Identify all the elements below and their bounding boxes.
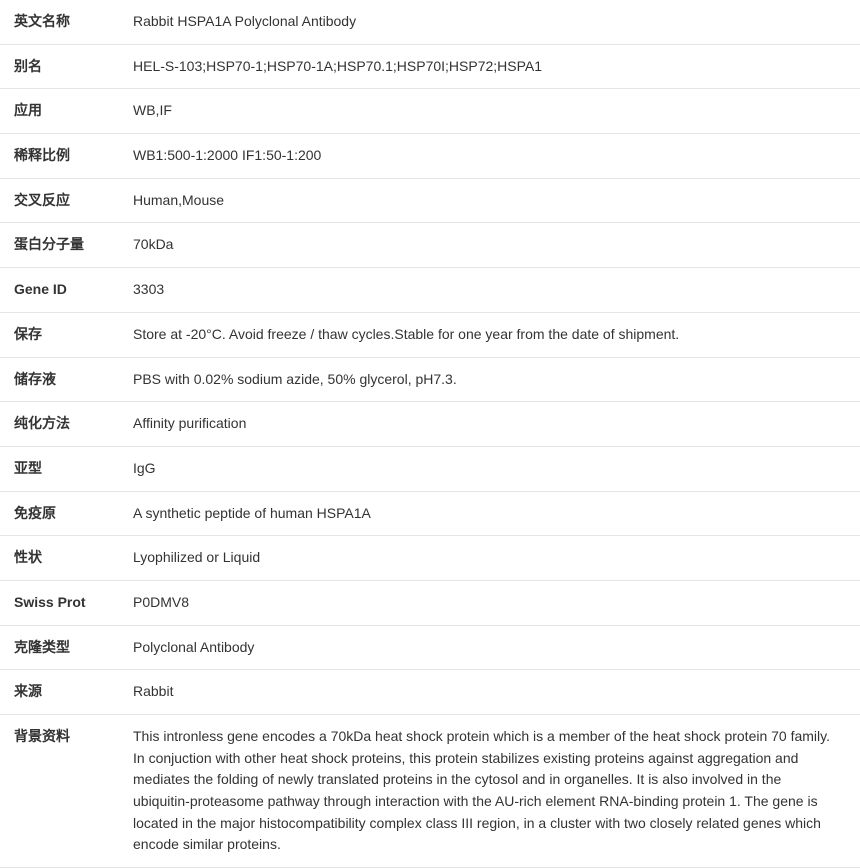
row-label: 交叉反应 (0, 178, 125, 223)
row-value: A synthetic peptide of human HSPA1A (125, 491, 860, 536)
table-row: 应用 WB,IF (0, 89, 860, 134)
table-row: 克隆类型 Polyclonal Antibody (0, 625, 860, 670)
row-value: Lyophilized or Liquid (125, 536, 860, 581)
row-label: 稀释比例 (0, 134, 125, 179)
row-value: WB,IF (125, 89, 860, 134)
table-row: 英文名称 Rabbit HSPA1A Polyclonal Antibody (0, 0, 860, 44)
row-label: 英文名称 (0, 0, 125, 44)
table-row: 交叉反应 Human,Mouse (0, 178, 860, 223)
row-label: Swiss Prot (0, 580, 125, 625)
row-value: Human,Mouse (125, 178, 860, 223)
row-label: 蛋白分子量 (0, 223, 125, 268)
table-row: Swiss Prot P0DMV8 (0, 580, 860, 625)
table-row: 纯化方法 Affinity purification (0, 402, 860, 447)
row-label: 应用 (0, 89, 125, 134)
row-label: 储存液 (0, 357, 125, 402)
table-row: 储存液 PBS with 0.02% sodium azide, 50% gly… (0, 357, 860, 402)
row-label: 别名 (0, 44, 125, 89)
table-row: 别名 HEL-S-103;HSP70-1;HSP70-1A;HSP70.1;HS… (0, 44, 860, 89)
row-value: IgG (125, 446, 860, 491)
row-value: HEL-S-103;HSP70-1;HSP70-1A;HSP70.1;HSP70… (125, 44, 860, 89)
row-value: 70kDa (125, 223, 860, 268)
table-row: 蛋白分子量 70kDa (0, 223, 860, 268)
table-row: 免疫原 A synthetic peptide of human HSPA1A (0, 491, 860, 536)
row-value: Polyclonal Antibody (125, 625, 860, 670)
table-row: 背景资料 This intronless gene encodes a 70kD… (0, 715, 860, 868)
spec-table: 英文名称 Rabbit HSPA1A Polyclonal Antibody 别… (0, 0, 860, 868)
row-value: Affinity purification (125, 402, 860, 447)
row-label: 纯化方法 (0, 402, 125, 447)
row-label: 背景资料 (0, 715, 125, 868)
row-value: 3303 (125, 268, 860, 313)
row-label: 免疫原 (0, 491, 125, 536)
row-label: Gene ID (0, 268, 125, 313)
row-label: 来源 (0, 670, 125, 715)
row-label: 克隆类型 (0, 625, 125, 670)
row-value: Rabbit HSPA1A Polyclonal Antibody (125, 0, 860, 44)
row-value: PBS with 0.02% sodium azide, 50% glycero… (125, 357, 860, 402)
row-value: WB1:500-1:2000 IF1:50-1:200 (125, 134, 860, 179)
row-value: Store at -20°C. Avoid freeze / thaw cycl… (125, 312, 860, 357)
row-value: Rabbit (125, 670, 860, 715)
table-row: 来源 Rabbit (0, 670, 860, 715)
table-row: Gene ID 3303 (0, 268, 860, 313)
table-row: 亚型 IgG (0, 446, 860, 491)
row-value: P0DMV8 (125, 580, 860, 625)
spec-table-body: 英文名称 Rabbit HSPA1A Polyclonal Antibody 别… (0, 0, 860, 868)
row-label: 保存 (0, 312, 125, 357)
table-row: 稀释比例 WB1:500-1:2000 IF1:50-1:200 (0, 134, 860, 179)
row-value: This intronless gene encodes a 70kDa hea… (125, 715, 860, 868)
row-label: 性状 (0, 536, 125, 581)
table-row: 性状 Lyophilized or Liquid (0, 536, 860, 581)
row-label: 亚型 (0, 446, 125, 491)
table-row: 保存 Store at -20°C. Avoid freeze / thaw c… (0, 312, 860, 357)
